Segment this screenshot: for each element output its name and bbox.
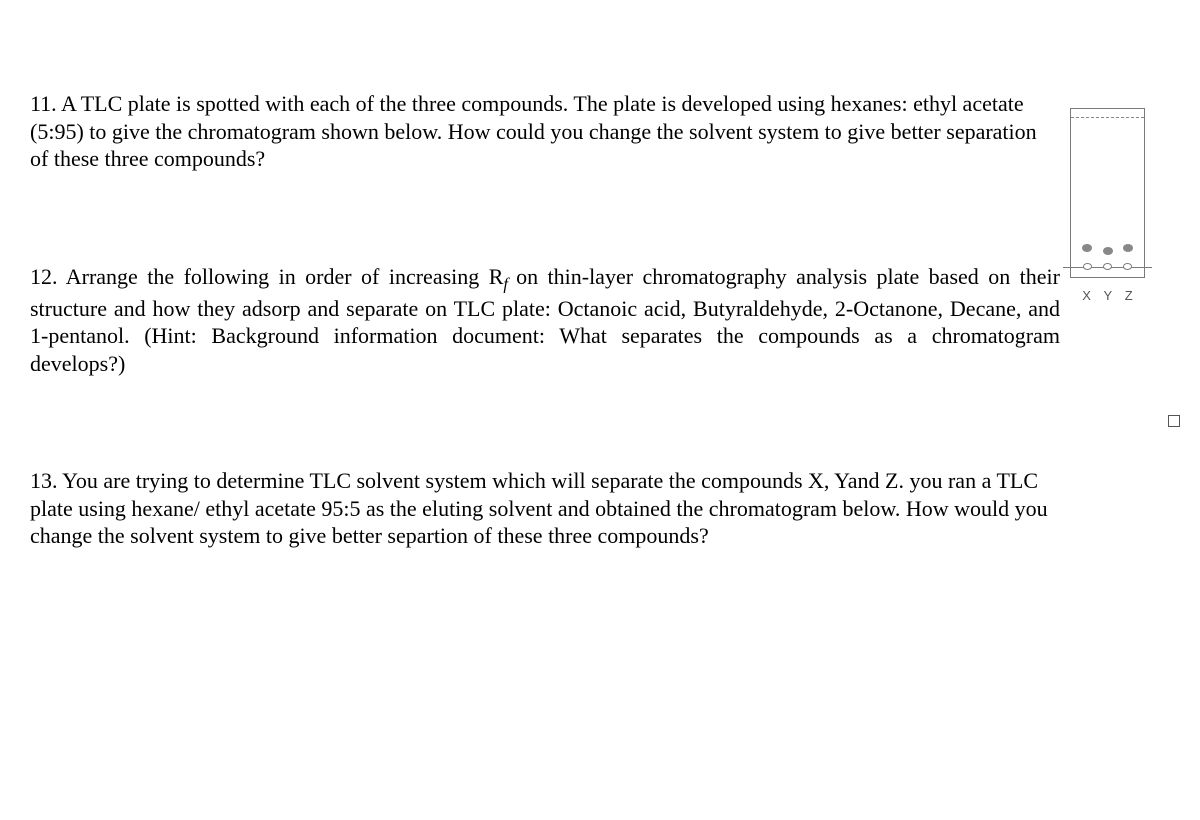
solvent-front-line	[1071, 117, 1144, 118]
question-12-prefix: 12. Arrange the following in order of in…	[30, 264, 503, 289]
tlc-diagram: X Y Z	[1070, 108, 1145, 303]
question-13: 13. You are trying to determine TLC solv…	[30, 467, 1060, 550]
lane-label-y: Y	[1104, 288, 1113, 303]
question-11: 11. A TLC plate is spotted with each of …	[30, 90, 1060, 173]
checkbox-icon	[1168, 415, 1180, 427]
lane-labels: X Y Z	[1070, 288, 1145, 303]
tlc-plate	[1070, 108, 1145, 278]
lane-label-z: Z	[1125, 288, 1133, 303]
developed-spot-z	[1123, 244, 1133, 252]
question-12: 12. Arrange the following in order of in…	[30, 263, 1060, 378]
developed-spot-y	[1103, 247, 1113, 255]
lane-label-x: X	[1082, 288, 1091, 303]
rf-subscript: f	[503, 274, 516, 293]
question-11-text: 11. A TLC plate is spotted with each of …	[30, 91, 1037, 171]
question-13-text: 13. You are trying to determine TLC solv…	[30, 468, 1048, 548]
origin-spot-x	[1083, 263, 1092, 270]
developed-spot-x	[1082, 244, 1092, 252]
origin-spot-y	[1103, 263, 1112, 270]
origin-spot-z	[1123, 263, 1132, 270]
